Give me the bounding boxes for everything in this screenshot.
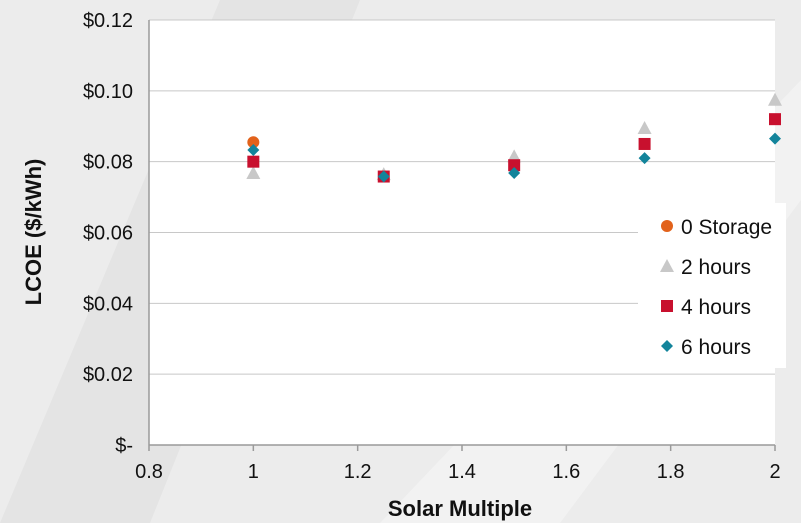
x-tick-label: 0.8 [135, 461, 163, 483]
y-tick-label: $0.06 [83, 223, 133, 245]
legend-marker [661, 220, 673, 232]
y-tick-label: $0.10 [83, 81, 133, 103]
x-tick-label: 2 [769, 461, 780, 483]
axes [148, 20, 776, 451]
y-tick-label: $0.04 [83, 293, 133, 315]
y-tick-label: $0.12 [83, 10, 133, 32]
x-tick-label: 1.4 [448, 461, 476, 483]
legend-label: 4 hours [681, 296, 751, 319]
legend-marker [661, 300, 673, 312]
x-axis-title: Solar Multiple [388, 496, 532, 521]
x-tick-label: 1.8 [657, 461, 685, 483]
legend-marker [661, 340, 673, 352]
data-point [637, 121, 652, 135]
legend-label: 6 hours [681, 336, 751, 359]
x-tick-label: 1.2 [344, 461, 372, 483]
legend-label: 2 hours [681, 256, 751, 279]
data-point [247, 136, 260, 149]
data-point [768, 92, 782, 106]
data-points [246, 92, 782, 183]
data-point [507, 149, 522, 163]
data-point [508, 159, 521, 172]
legend-label: 0 Storage [681, 216, 772, 239]
legend-box [638, 203, 786, 368]
data-point [377, 170, 390, 183]
data-point [769, 113, 781, 126]
gridlines [149, 19, 775, 375]
x-tick-labels: 0.8 1 1.2 1.4 1.6 1.8 2 [135, 461, 780, 483]
data-point [247, 155, 260, 168]
data-point [769, 132, 781, 145]
data-point [246, 166, 261, 179]
data-point [638, 152, 651, 165]
x-tick-label: 1 [248, 461, 259, 483]
x-tick-label: 1.6 [552, 461, 580, 483]
legend-marker [660, 259, 674, 272]
data-point [638, 137, 651, 150]
data-point [508, 167, 521, 179]
legend: 0 Storage 2 hours 4 hours 6 hours [638, 203, 786, 368]
y-tick-label: $0.02 [83, 364, 133, 386]
y-tick-label: $- [115, 435, 133, 457]
y-tick-label: $0.08 [83, 152, 133, 174]
data-point [247, 143, 260, 156]
y-tick-labels: $- $0.02 $0.04 $0.06 $0.08 $0.10 $0.12 [83, 10, 133, 457]
y-axis-title: LCOE ($/kWh) [21, 159, 46, 306]
